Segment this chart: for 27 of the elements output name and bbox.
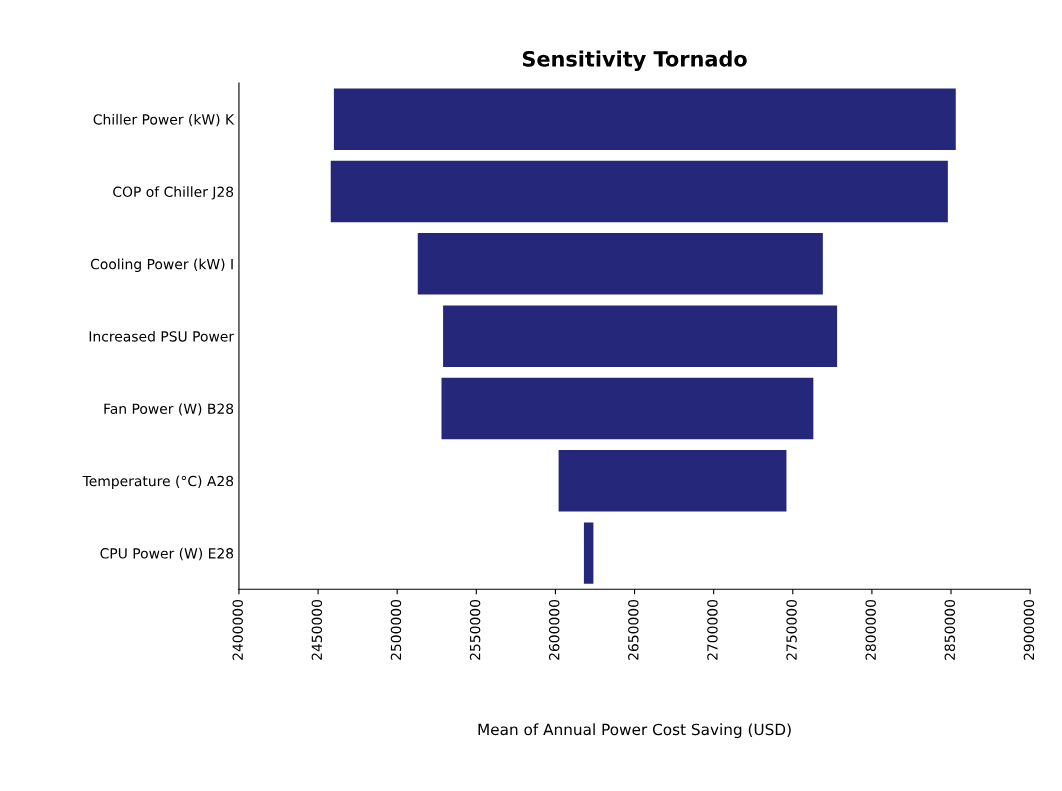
chart-title: Sensitivity Tornado bbox=[522, 50, 747, 71]
y-tick-label: Cooling Power (kW) I bbox=[90, 258, 233, 273]
x-tick-label: 2400000 bbox=[232, 599, 243, 660]
bar bbox=[583, 522, 594, 584]
x-tick-label: 2850000 bbox=[944, 599, 956, 660]
y-tick-label: Temperature (°C) A28 bbox=[82, 475, 234, 489]
x-tick-label: 2800000 bbox=[865, 599, 876, 660]
y-tick-label: CPU Power (W) E28 bbox=[100, 547, 234, 561]
x-tick-label: 2750000 bbox=[786, 599, 797, 660]
y-tick-label: Increased PSU Power bbox=[89, 330, 235, 342]
x-tick-label: 2550000 bbox=[469, 599, 481, 660]
y-tick-label: COP of Chiller J28 bbox=[113, 186, 234, 200]
x-tick-label: 2600000 bbox=[548, 599, 560, 660]
bar bbox=[443, 305, 838, 367]
x-tick-label: 2900000 bbox=[1023, 599, 1035, 660]
x-tick-label: 2450000 bbox=[311, 599, 323, 660]
bar bbox=[558, 450, 787, 512]
bar bbox=[417, 233, 823, 295]
bar bbox=[333, 88, 956, 150]
x-tick-label: 2500000 bbox=[390, 599, 402, 660]
x-tick-label: 2650000 bbox=[628, 599, 639, 660]
y-tick-label: Chiller Power (kW) K bbox=[93, 113, 235, 127]
bar bbox=[441, 377, 814, 440]
y-tick-label: Fan Power (W) B28 bbox=[104, 403, 234, 416]
bar bbox=[330, 160, 948, 223]
x-tick-label: 2700000 bbox=[707, 599, 718, 660]
x-axis-title: Mean of Annual Power Cost Saving (USD) bbox=[478, 723, 791, 739]
